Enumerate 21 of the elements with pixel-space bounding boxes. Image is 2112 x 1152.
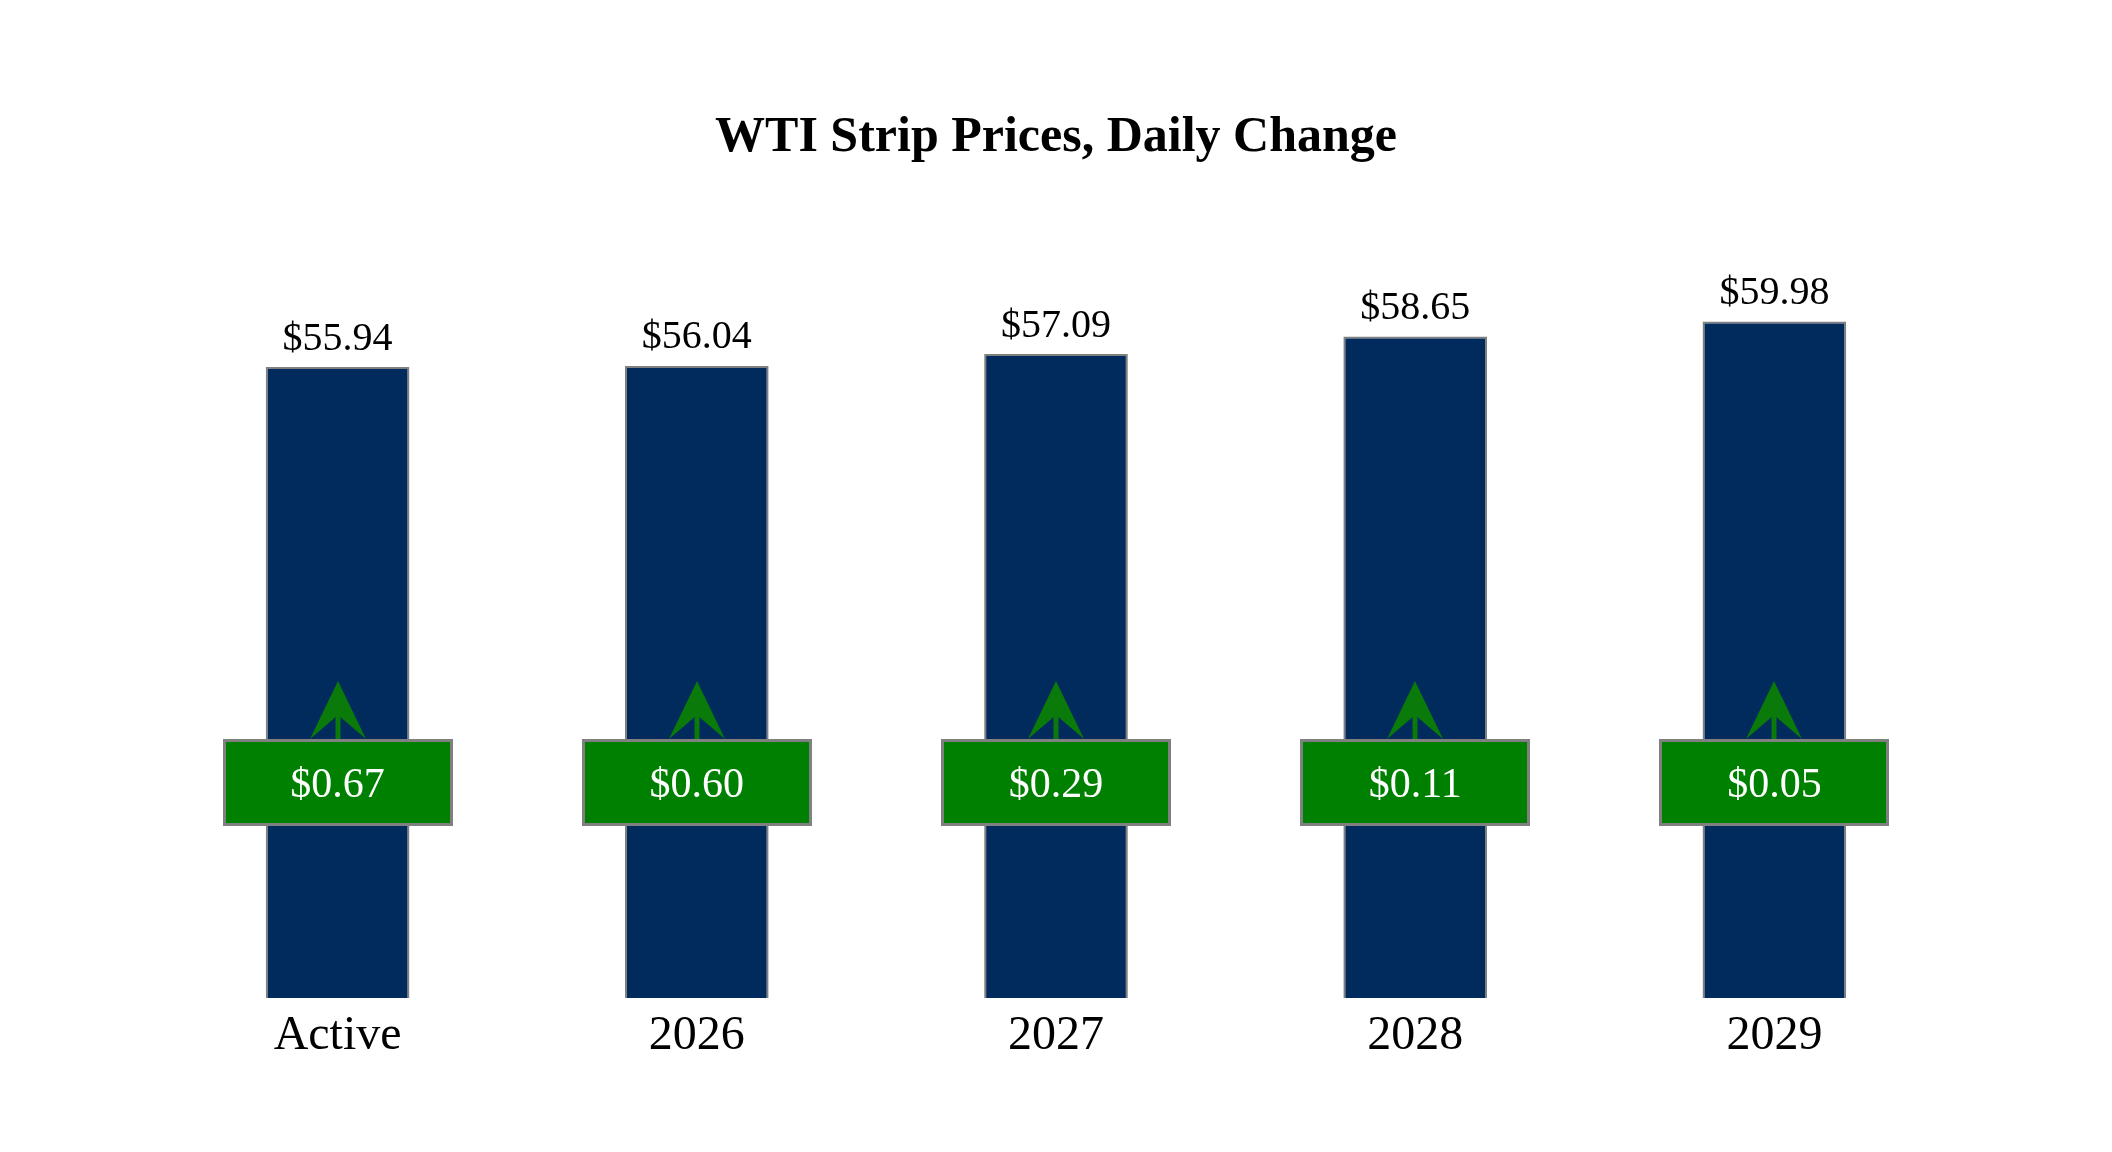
annotation: $0.11 bbox=[1368, 758, 1462, 807]
tag-box: $0.05 bbox=[1659, 739, 1890, 826]
tag-box: $0.60 bbox=[581, 739, 812, 826]
data-label: $57.09 bbox=[1001, 300, 1111, 346]
x-tick-label: 2029 bbox=[1726, 1006, 1823, 1060]
annotation: $0.67 bbox=[290, 758, 385, 807]
data-label: $55.94 bbox=[282, 313, 393, 359]
annotation: $0.05 bbox=[1727, 758, 1822, 807]
tag-box: $0.29 bbox=[941, 739, 1171, 826]
x-tick-label: Active bbox=[273, 1006, 402, 1060]
annotation: $0.60 bbox=[649, 758, 745, 807]
x-tick-label: 2026 bbox=[648, 1006, 745, 1060]
x-tick-label: 2028 bbox=[1367, 1006, 1464, 1060]
data-label: $59.98 bbox=[1719, 268, 1830, 314]
annotation: $0.29 bbox=[1008, 758, 1104, 807]
data-label: $56.04 bbox=[641, 312, 752, 358]
x-tick-label: 2027 bbox=[1008, 1006, 1104, 1060]
data-label: $58.65 bbox=[1360, 283, 1471, 329]
chart-title: WTI Strip Prices, Daily Change bbox=[715, 105, 1397, 162]
tag-box: $0.67 bbox=[222, 739, 453, 826]
tag-box: $0.11 bbox=[1300, 739, 1531, 826]
